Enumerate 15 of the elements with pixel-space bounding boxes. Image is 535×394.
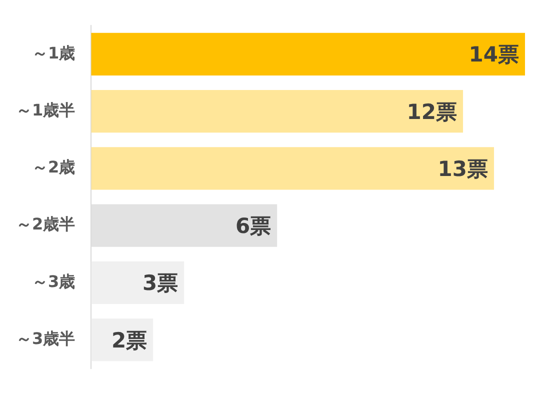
y-tick-label: ～2歳半 xyxy=(16,214,76,234)
y-tick-label: ～2歳 xyxy=(32,158,76,177)
data-label: 3票 xyxy=(142,271,178,296)
y-tick-label: ～1歳半 xyxy=(16,100,76,120)
data-label: 13票 xyxy=(438,156,488,181)
data-label: 6票 xyxy=(235,214,272,238)
bar xyxy=(91,32,525,76)
bar xyxy=(91,90,464,133)
bar xyxy=(91,147,494,190)
data-label: 12票 xyxy=(406,100,458,124)
y-tick-label: ～1歳 xyxy=(32,43,76,62)
data-label: 14票 xyxy=(468,42,519,67)
data-label: 2票 xyxy=(111,328,148,352)
y-tick-label: ～3歳 xyxy=(32,272,76,291)
y-tick-label: ～3歳半 xyxy=(16,328,76,348)
